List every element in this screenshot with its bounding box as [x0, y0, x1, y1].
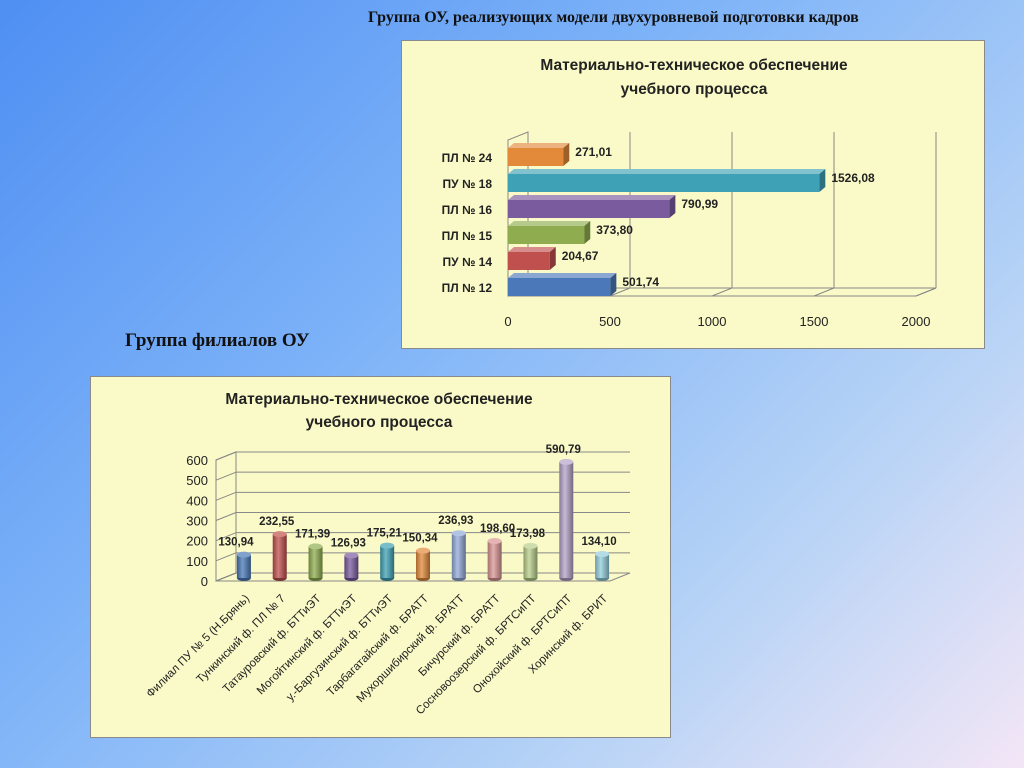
chart1-gridline-base — [813, 287, 835, 297]
chart1-value-label: 204,67 — [562, 249, 599, 263]
chart1-gridline-base — [609, 287, 631, 297]
chart1-gridline-base — [711, 287, 733, 297]
chart1-xtick-label: 500 — [599, 314, 621, 329]
chart2-bar — [308, 546, 323, 578]
chart1-bar-side — [669, 195, 676, 218]
chart1-xtick-label: 2000 — [902, 314, 931, 329]
chart2-gridline-base — [215, 552, 237, 562]
chart1-title-line1: Материально-техническое обеспечение — [540, 57, 848, 74]
chart2-bar-top — [595, 550, 610, 557]
chart1-category-label: ПУ № 18 — [443, 177, 493, 191]
chart2-bar — [595, 553, 610, 578]
chart1-bar-top — [508, 143, 570, 148]
chart2-value-label: 198,60 — [480, 523, 515, 535]
chart2-value-label: 173,98 — [510, 528, 546, 540]
chart1-category-label: ПЛ № 16 — [442, 203, 493, 217]
chart1-value-label: 373,80 — [596, 223, 633, 237]
chart2-ytick-label: 600 — [186, 453, 208, 468]
chart1-bar-side — [549, 247, 556, 270]
chart2-value-label: 126,93 — [331, 537, 366, 549]
chart1-bar-top — [508, 195, 676, 200]
chart2-bar-top — [487, 537, 502, 544]
chart2-bar — [451, 533, 466, 578]
chart1-bar-side — [563, 143, 570, 166]
chart2-value-label: 590,79 — [546, 444, 581, 456]
chart-vertical-bar: Материально-техническое обеспечение учеб… — [90, 376, 671, 738]
chart1-bar — [508, 174, 820, 192]
chart2-value-label: 134,10 — [581, 536, 616, 548]
chart2-ytick-label: 500 — [186, 473, 208, 488]
chart2-bar — [344, 555, 359, 578]
slide-title-top: Группа ОУ, реализующих модели двухуровне… — [368, 9, 859, 26]
chart2-value-label: 236,93 — [438, 515, 473, 527]
chart2-value-label: 232,55 — [259, 516, 295, 528]
chart1-gridline-base — [915, 287, 937, 297]
chart1-category-label: ПУ № 14 — [443, 255, 493, 269]
chart-horizontal-bar: Материально-техническое обеспечение учеб… — [401, 40, 985, 349]
chart2-bar-top — [559, 458, 574, 465]
chart1-bar-side — [584, 221, 591, 244]
chart2-gridline-base — [215, 471, 237, 481]
chart2-ytick-label: 300 — [186, 514, 208, 529]
chart1-value-label: 501,74 — [622, 275, 659, 289]
chart2-value-label: 171,39 — [295, 528, 330, 540]
chart2-value-label: 130,94 — [218, 537, 254, 549]
chart2-bar — [559, 461, 574, 578]
chart2-bar — [272, 534, 287, 578]
chart1-value-label: 1526,08 — [831, 171, 875, 185]
chart2-ytick-label: 100 — [186, 554, 208, 569]
chart2-bar — [236, 554, 251, 578]
chart1-bar — [508, 252, 550, 270]
chart2-bar-top — [344, 552, 359, 559]
chart1-bar — [508, 148, 564, 166]
chart2-value-label: 150,34 — [402, 533, 438, 545]
chart2-ytick-label: 200 — [186, 534, 208, 549]
chart2-gridline-base — [215, 491, 237, 501]
chart1-bar-side — [610, 273, 617, 296]
chart2-gridline-base — [215, 451, 237, 461]
chart2-title-line2: учебного процесса — [306, 414, 453, 431]
chart1-bar — [508, 200, 670, 218]
chart2-bar — [487, 540, 502, 578]
chart1-bar — [508, 226, 585, 244]
chart1-bar-top — [508, 169, 826, 174]
chart2-bar — [380, 545, 395, 578]
chart2-ytick-label: 400 — [186, 493, 208, 508]
chart2-bar-top — [523, 542, 538, 549]
chart1-xtick-label: 0 — [504, 314, 511, 329]
chart2-bar-top — [380, 542, 395, 549]
slide-title-middle: Группа филиалов ОУ — [125, 330, 310, 351]
chart2-title-line1: Материально-техническое обеспечение — [225, 391, 533, 408]
chart2-ytick-label: 0 — [201, 574, 208, 589]
chart-vertical-svg: Материально-техническое обеспечение учеб… — [145, 391, 631, 717]
chart1-category-label: ПЛ № 15 — [442, 229, 493, 243]
chart1-value-label: 271,01 — [575, 145, 612, 159]
chart2-value-label: 175,21 — [367, 528, 403, 540]
chart2-bar-top — [236, 551, 251, 558]
chart2-gridline-base — [215, 512, 237, 521]
chart2-bar-top — [272, 531, 287, 538]
chart1-bar-top — [508, 247, 556, 252]
chart1-bar-top — [508, 221, 591, 226]
chart2-gridline-base — [215, 572, 237, 582]
chart1-bar — [508, 278, 611, 296]
chart1-bar-side — [819, 169, 826, 192]
chart2-bar — [523, 545, 538, 578]
chart2-bar-top — [451, 530, 466, 537]
chart1-xtick-label: 1500 — [800, 314, 829, 329]
chart2-bar — [416, 550, 430, 578]
chart1-xtick-label: 1000 — [698, 314, 727, 329]
chart2-bar-top — [308, 543, 323, 550]
chart1-value-label: 790,99 — [681, 197, 718, 211]
chart2-gridline-base — [215, 532, 237, 542]
chart1-bar-top — [508, 273, 617, 278]
chart1-category-label: ПЛ № 12 — [442, 281, 493, 295]
chart1-title-line2: учебного процесса — [621, 81, 768, 98]
chart1-category-label: ПЛ № 24 — [442, 151, 493, 165]
chart2-bar-top — [416, 547, 430, 554]
chart-horizontal-svg: Материально-техническое обеспечение учеб… — [442, 57, 937, 329]
